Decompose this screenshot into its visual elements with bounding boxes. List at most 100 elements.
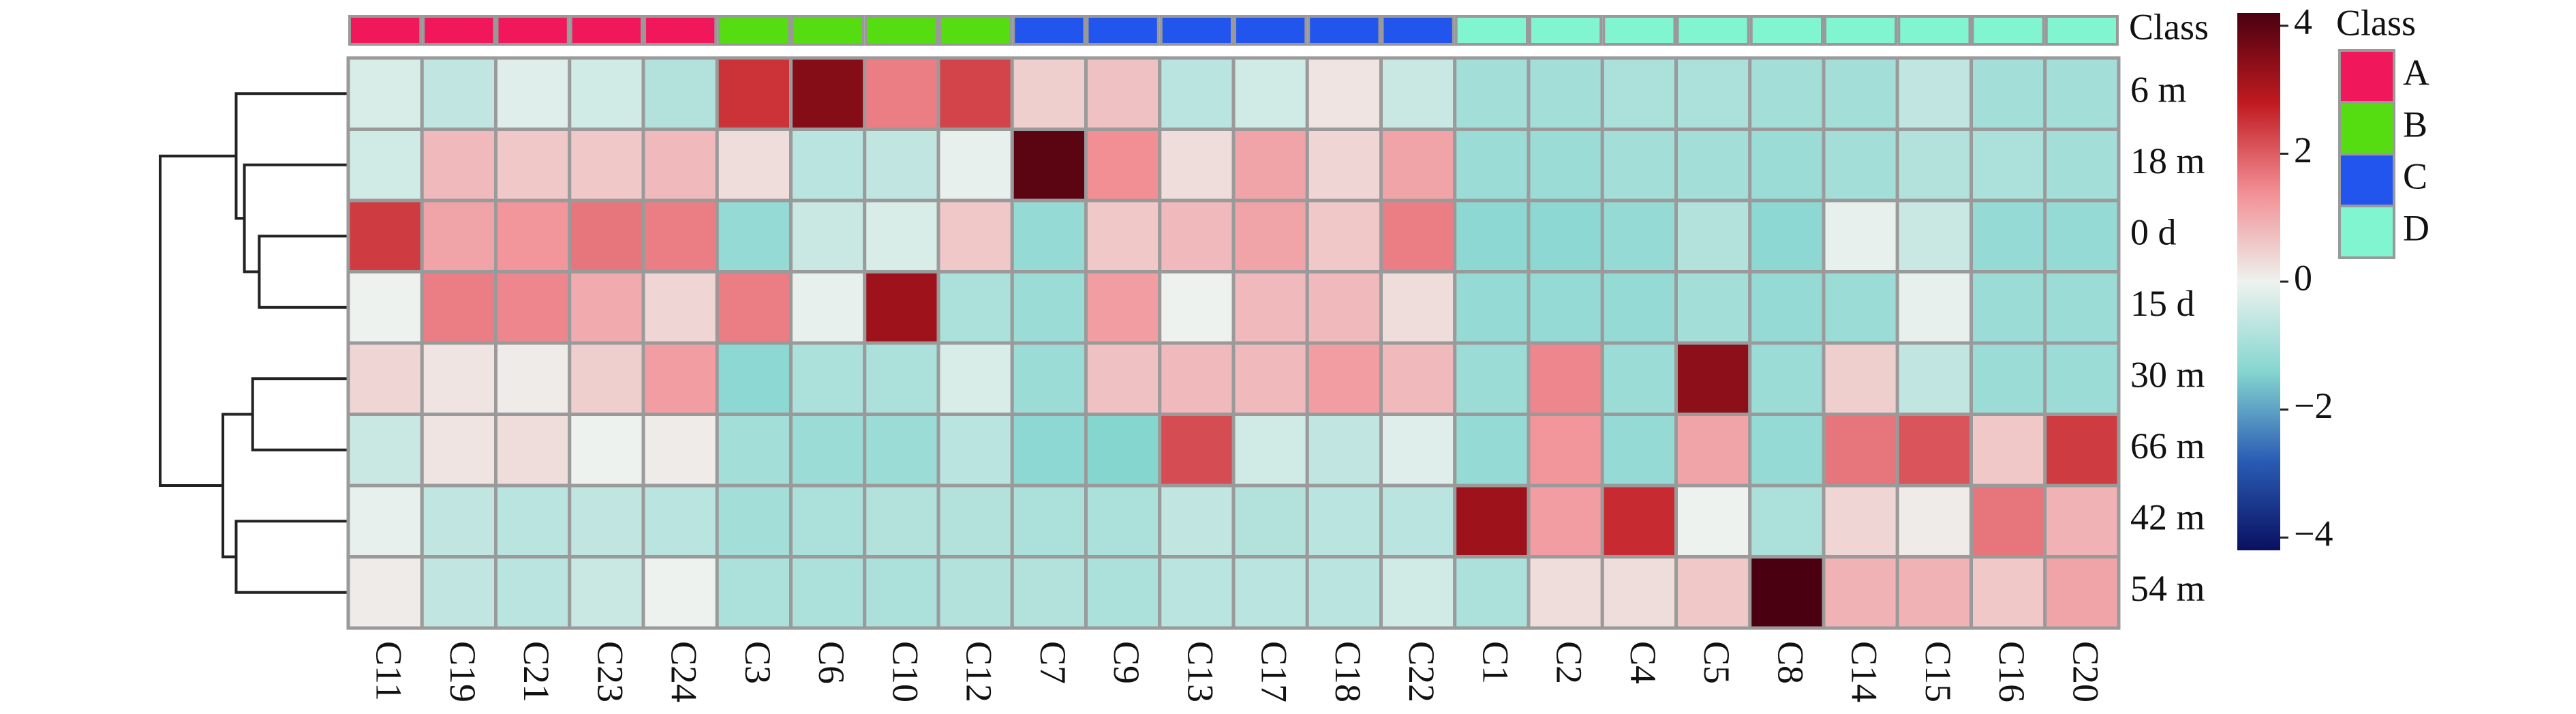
heatmap-cell — [1674, 198, 1752, 273]
heatmap-cell — [1231, 555, 1309, 630]
column-label: C2 — [1549, 641, 1590, 684]
heatmap-cell — [1822, 413, 1899, 488]
heatmap-cell — [568, 128, 645, 203]
heatmap-cell — [1453, 270, 1531, 345]
row-label: 0 d — [2130, 212, 2177, 253]
heatmap-cell — [715, 341, 793, 416]
colorbar-tick-label: −4 — [2294, 514, 2333, 554]
heatmap-cell — [1084, 270, 1162, 345]
heatmap-cell — [641, 198, 719, 273]
heatmap-cell — [863, 198, 940, 273]
heatmap-cell — [1822, 56, 1899, 131]
column-label: C18 — [1328, 641, 1368, 702]
heatmap-cell — [715, 555, 793, 630]
heatmap-cell — [346, 484, 424, 559]
colorbar-tick-label: −2 — [2294, 385, 2333, 426]
heatmap-cell — [1969, 484, 2047, 559]
heatmap-cell — [789, 56, 867, 131]
heatmap-cell — [1379, 198, 1457, 273]
heatmap-cell — [1010, 270, 1088, 345]
class-cell — [1012, 15, 1086, 46]
heatmap-cell — [568, 198, 645, 273]
column-label: C4 — [1623, 641, 1663, 684]
heatmap-cell — [1305, 198, 1383, 273]
column-label: C3 — [737, 641, 778, 684]
heatmap-cell — [494, 555, 572, 630]
heatmap-cell — [789, 270, 867, 345]
heatmap-cell — [1305, 56, 1383, 131]
heatmap-cell — [641, 341, 719, 416]
heatmap-cell — [420, 555, 497, 630]
heatmap-cell — [1010, 341, 1088, 416]
class-cell — [1454, 15, 1529, 46]
colorbar-tick-label: 0 — [2294, 257, 2312, 298]
column-label: C23 — [589, 641, 630, 702]
heatmap-cell — [1674, 56, 1752, 131]
heatmap-cell — [1674, 128, 1752, 203]
row-label: 42 m — [2130, 497, 2205, 538]
heatmap-cell — [1158, 341, 1236, 416]
dendrogram-branch — [234, 520, 347, 594]
heatmap-cell — [1822, 555, 1899, 630]
heatmap-cell — [1748, 198, 1826, 273]
heatmap-cell — [1822, 270, 1899, 345]
heatmap-cell — [1379, 341, 1457, 416]
heatmap-cell — [494, 198, 572, 273]
heatmap-cell — [1895, 56, 1973, 131]
heatmap-cell — [568, 270, 645, 345]
heatmap-cell — [494, 56, 572, 131]
class-cell — [1159, 15, 1233, 46]
row-label: 18 m — [2130, 140, 2205, 181]
heatmap-cell — [863, 341, 940, 416]
heatmap-cell — [346, 128, 424, 203]
heatmap-cell — [494, 413, 572, 488]
heatmap-cell — [936, 128, 1014, 203]
heatmap-cell — [1895, 198, 1973, 273]
heatmap-cell — [1305, 484, 1383, 559]
heatmap-cell — [420, 341, 497, 416]
heatmap-cell — [789, 484, 867, 559]
colorbar-tick-label: 2 — [2294, 130, 2312, 170]
column-label: C19 — [442, 641, 483, 702]
heatmap-cell — [1822, 341, 1899, 416]
row-label: 15 d — [2130, 283, 2195, 324]
heatmap-cell — [1084, 56, 1162, 131]
heatmap-cell — [1527, 128, 1604, 203]
heatmap-cell — [936, 341, 1014, 416]
heatmap-cell — [936, 413, 1014, 488]
legend-label: D — [2403, 207, 2429, 248]
heatmap-cell — [641, 413, 719, 488]
heatmap-cell — [1305, 555, 1383, 630]
colorbar-tick-label: 4 — [2294, 1, 2312, 42]
class-cell — [1602, 15, 1676, 46]
heatmap-cell — [1748, 555, 1826, 630]
heatmap-cell — [494, 484, 572, 559]
class-cell — [569, 15, 643, 46]
class-cell — [1749, 15, 1824, 46]
heatmap-cell — [863, 128, 940, 203]
heatmap-cell — [1527, 198, 1604, 273]
heatmap-cell — [1969, 555, 2047, 630]
heatmap-cell — [1084, 413, 1162, 488]
column-label: C17 — [1254, 641, 1295, 702]
heatmap-cell — [1527, 341, 1604, 416]
heatmap-cell — [1305, 270, 1383, 345]
heatmap-cell — [1748, 484, 1826, 559]
heatmap-cell — [1600, 413, 1678, 488]
heatmap-cell — [1305, 413, 1383, 488]
heatmap-cell — [2043, 413, 2121, 488]
class-cell — [1086, 15, 1160, 46]
heatmap-cell — [789, 198, 867, 273]
heatmap-cell — [1600, 270, 1678, 345]
row-label: 6 m — [2130, 70, 2187, 110]
column-label: C8 — [1770, 641, 1811, 684]
column-label: C24 — [664, 641, 705, 702]
heatmap-cell — [863, 56, 940, 131]
heatmap-cell — [863, 484, 940, 559]
heatmap-cell — [1600, 198, 1678, 273]
heatmap-cell — [1158, 555, 1236, 630]
colorbar — [2237, 13, 2280, 550]
heatmap-cell — [420, 484, 497, 559]
heatmap-cell — [1674, 341, 1752, 416]
